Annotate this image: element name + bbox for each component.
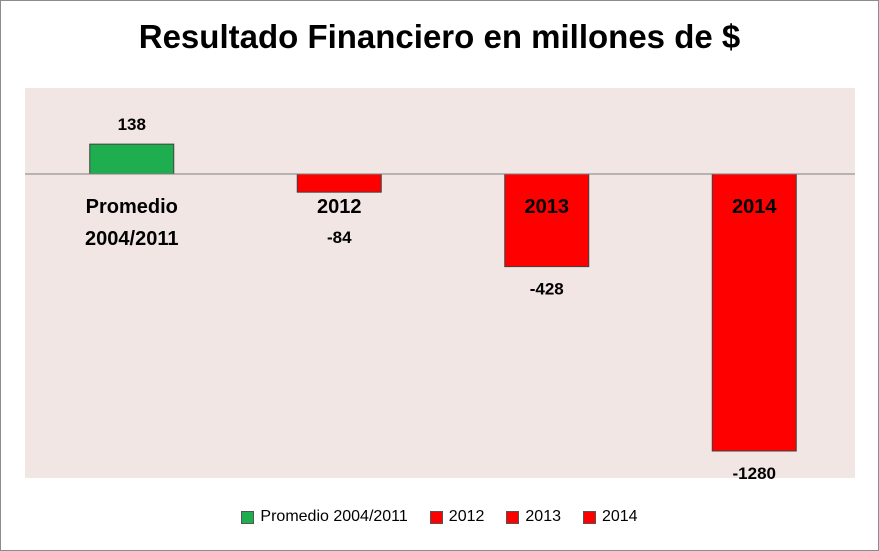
chart-title: Resultado Financiero en millones de $ (138, 18, 741, 55)
data-label: -1280 (733, 464, 776, 483)
legend-item: 2012 (429, 508, 485, 526)
category-label: 2012 (317, 196, 362, 218)
category-label: Promedio 2004/2011 (85, 196, 178, 250)
bar (504, 173, 590, 268)
data-label: -84 (327, 228, 352, 247)
legend-swatch (241, 510, 255, 524)
legend-label: Promedio 2004/2011 (260, 508, 408, 525)
legend-label: 2013 (525, 508, 561, 525)
legend-swatch (582, 510, 596, 524)
data-label: 138 (118, 115, 146, 134)
legend-item: 2013 (506, 508, 561, 526)
legend: Promedio 2004/2011 2012 2013 2014 (0, 508, 879, 526)
category-label: 2013 (525, 196, 570, 218)
legend-item: 2014 (582, 508, 638, 526)
category-label: 2014 (732, 196, 777, 218)
bar (296, 173, 382, 193)
legend-label: 2014 (601, 508, 638, 525)
legend-swatch (429, 510, 443, 524)
data-label: -428 (530, 280, 564, 299)
legend-swatch (506, 510, 520, 524)
legend-item: Promedio 2004/2011 (241, 508, 408, 526)
bar (89, 143, 175, 175)
legend-label: 2012 (448, 508, 485, 525)
